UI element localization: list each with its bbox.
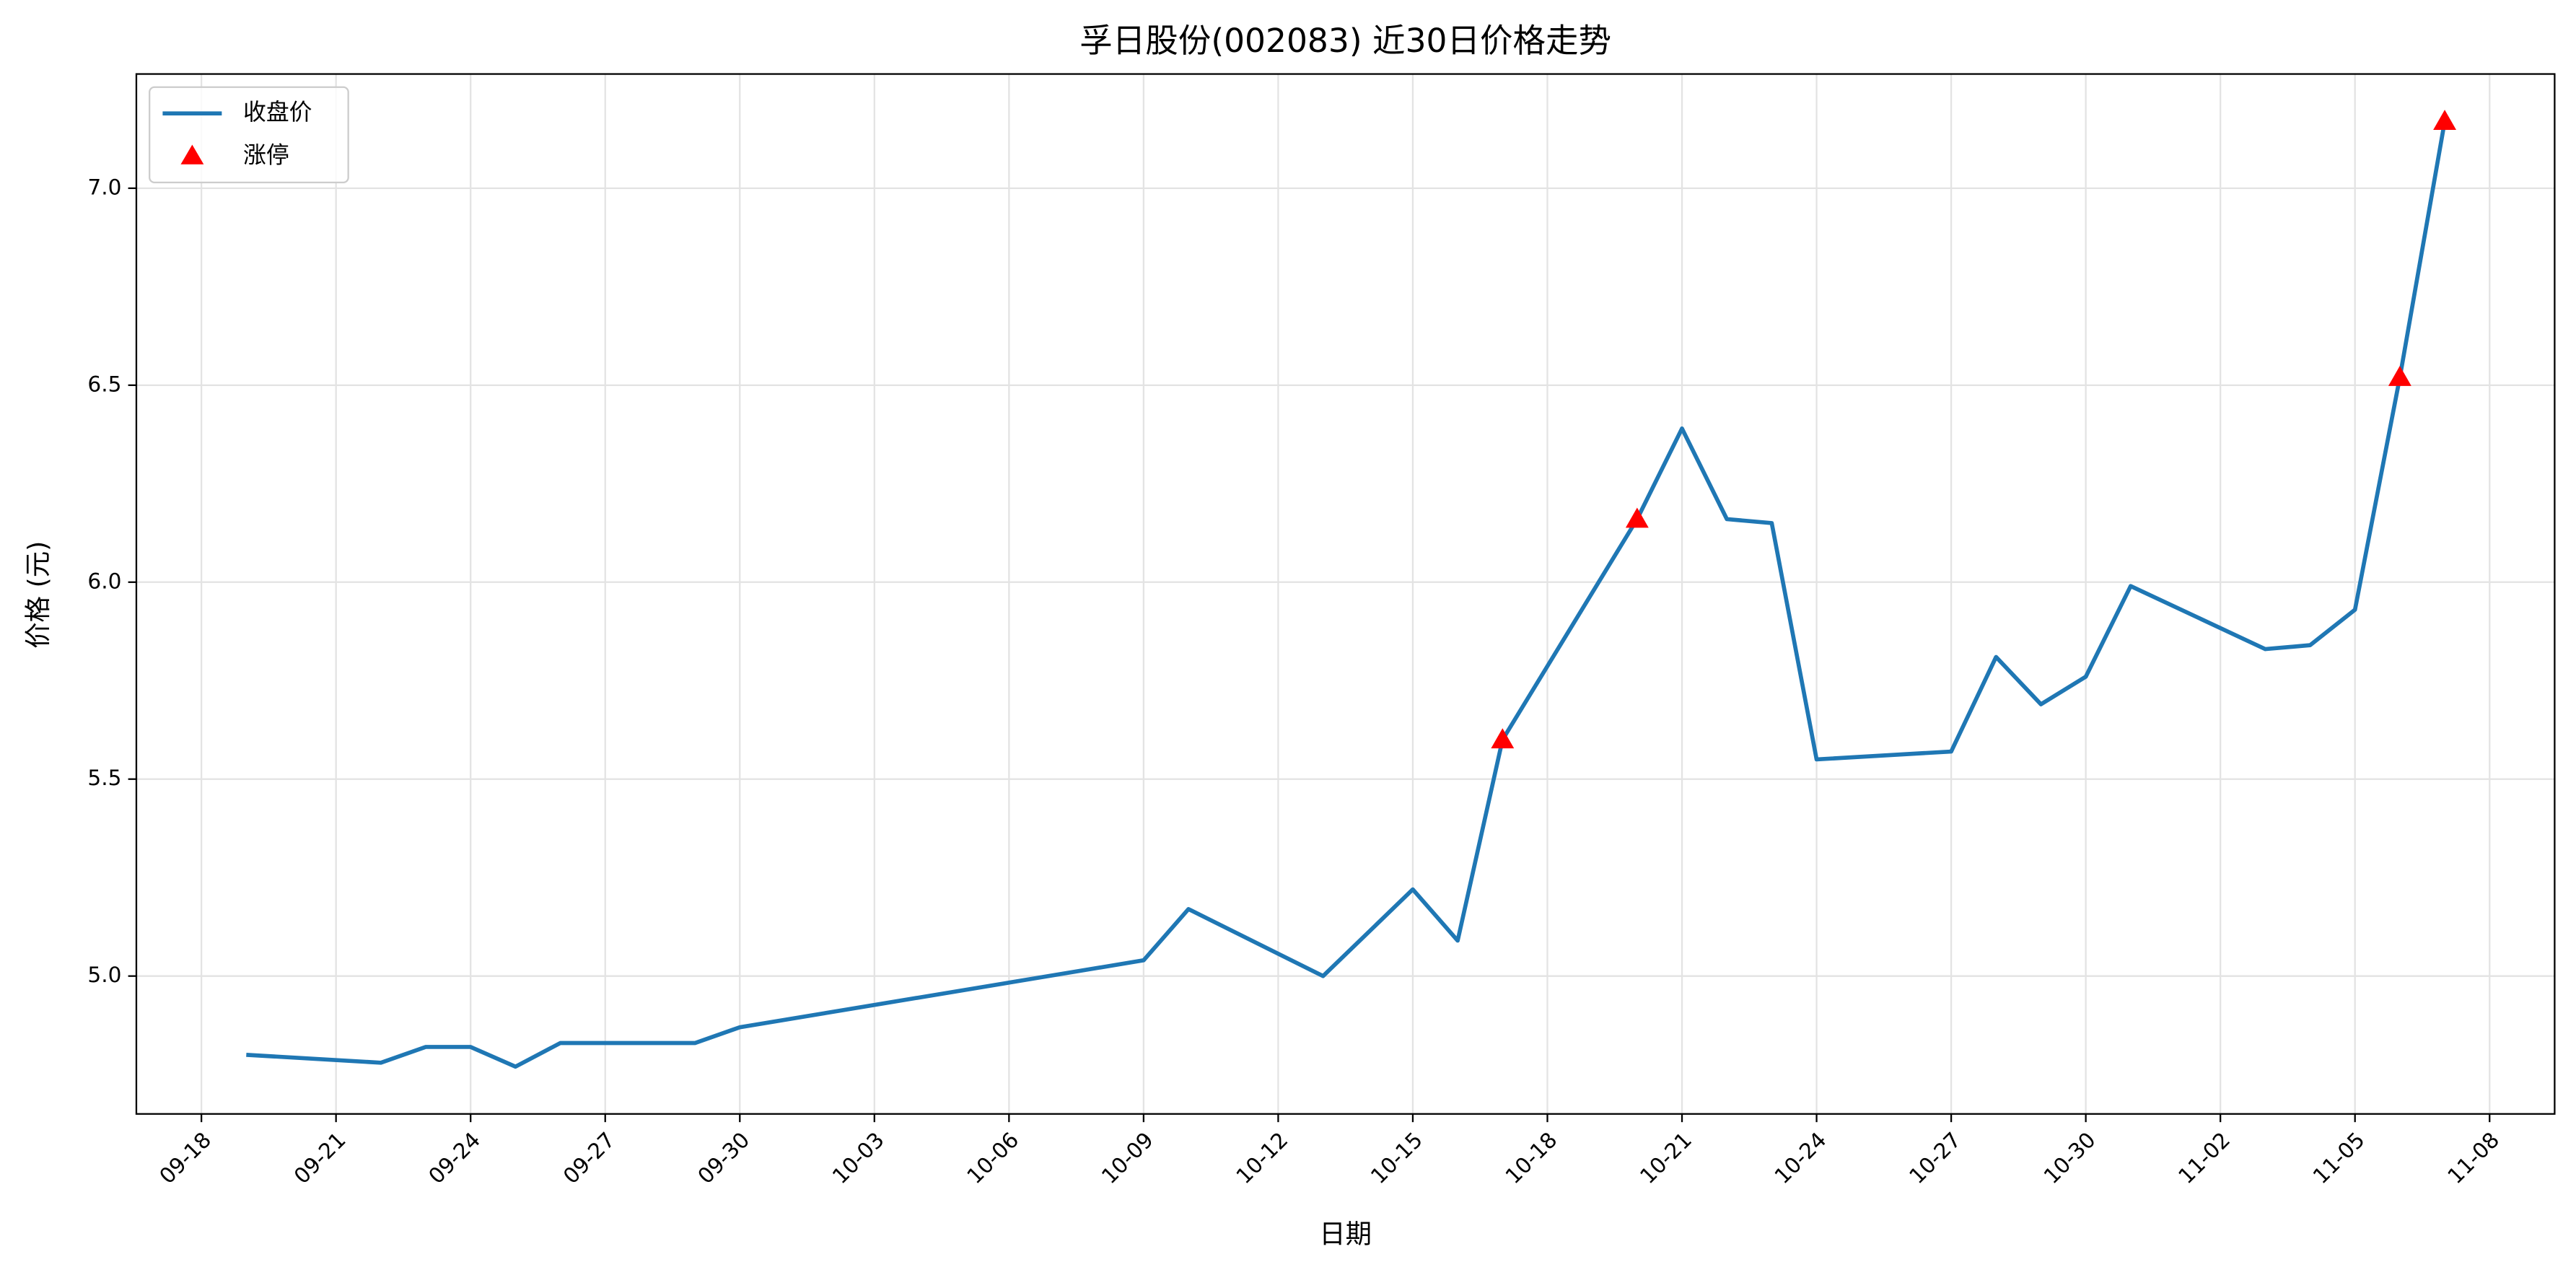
y-tick-label: 7.0	[87, 175, 121, 199]
x-axis-label: 日期	[1319, 1219, 1372, 1250]
legend-swatch	[180, 144, 204, 165]
chart-title: 孚日股份(002083) 近30日价格走势	[1079, 22, 1611, 60]
plot-frame	[135, 73, 2556, 1115]
legend-label: 收盘价	[243, 98, 312, 126]
y-tick-label: 5.0	[87, 963, 121, 987]
limit-up-marker	[2388, 365, 2411, 386]
y-tick-label: 6.5	[87, 372, 121, 396]
y-tick-label: 6.0	[87, 569, 121, 593]
legend-label: 涨停	[243, 141, 289, 168]
y-axis-label: 价格 (元)	[22, 541, 53, 649]
y-tick-label: 5.5	[87, 766, 121, 790]
limit-up-marker	[2433, 110, 2457, 131]
limit-up-marker	[1625, 507, 1649, 528]
limit-up-marker	[1491, 728, 1515, 749]
